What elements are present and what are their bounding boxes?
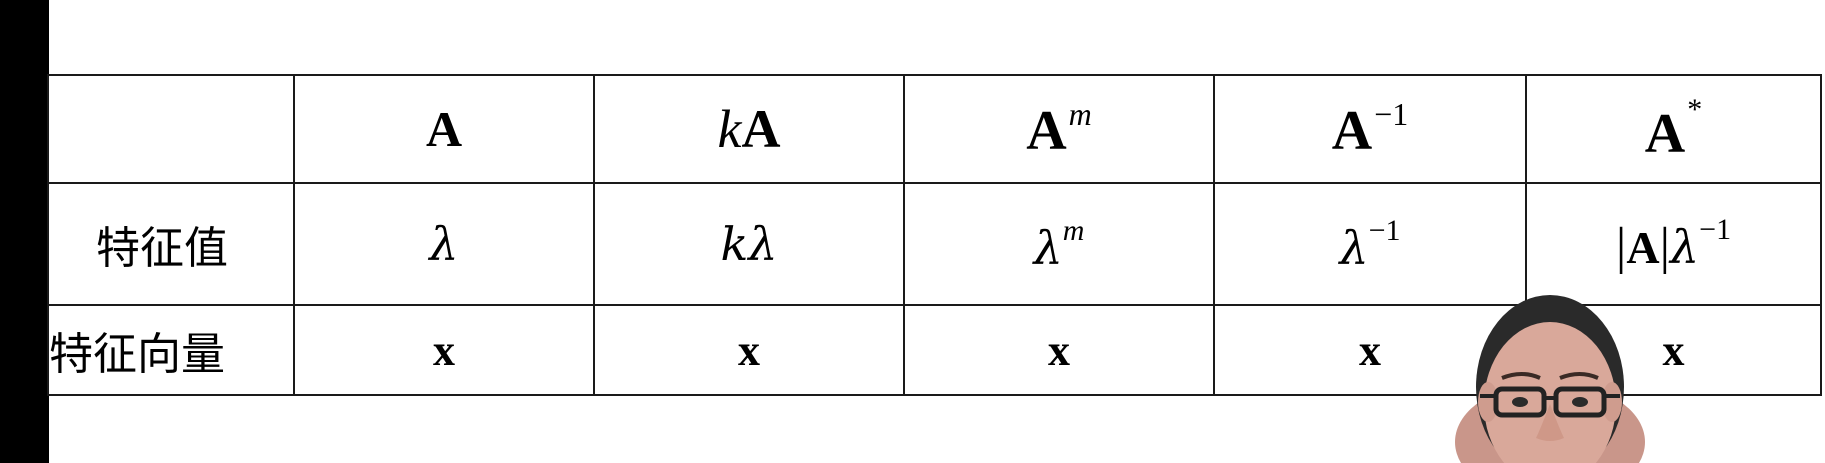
superscript-m: m — [1062, 213, 1085, 247]
header-a-adjugate: A* — [1525, 74, 1822, 184]
determinant-a: |A| — [1616, 218, 1670, 275]
eigenvector-a-inverse: x — [1213, 304, 1527, 396]
header-a-inverse: A−1 — [1213, 74, 1527, 184]
header-row: A kA Am A−1 A* — [47, 74, 1822, 184]
eigenvalue-ka: kλ — [593, 182, 905, 306]
superscript-minus-one: −1 — [1368, 213, 1401, 247]
lambda: λ — [1339, 220, 1369, 275]
eigenvalue-a: λ — [293, 182, 595, 306]
nose — [1536, 404, 1564, 441]
vector-x: x — [1359, 325, 1381, 375]
matrix-a: A — [741, 99, 781, 159]
det-bar-left: | — [1615, 217, 1627, 275]
eigenvector-a: x — [293, 304, 595, 396]
superscript-minus-one: −1 — [1699, 212, 1732, 246]
superscript-minus-one: −1 — [1374, 95, 1409, 132]
det-bar-right: | — [1659, 217, 1670, 275]
left-ear — [1478, 382, 1498, 422]
eigenvector-ka: x — [593, 304, 905, 396]
left-black-bar — [0, 0, 49, 463]
eigenvalue-label: 特征值 — [47, 182, 295, 306]
right-eye — [1572, 397, 1588, 407]
header-a-power-m: Am — [903, 74, 1215, 184]
matrix-a: A — [1026, 99, 1067, 162]
left-eye — [1512, 397, 1528, 407]
matrix-a: A — [425, 101, 463, 157]
matrix-a: A — [1331, 99, 1373, 162]
vector-x: x — [1662, 325, 1685, 375]
matrix-a: A — [1626, 221, 1660, 273]
face-skin — [1484, 322, 1616, 463]
matrix-a: A — [1644, 102, 1686, 165]
eigenvalue-a-adjugate: |A|λ−1 — [1525, 182, 1822, 306]
eigenvalue-a-power-m: λm — [903, 182, 1215, 306]
coef-k: k — [720, 217, 749, 271]
header-a: A — [293, 74, 595, 184]
superscript-star: * — [1687, 92, 1703, 126]
right-eyebrow — [1559, 372, 1599, 380]
lambda: λ — [429, 217, 459, 271]
glasses-right-lens — [1553, 386, 1607, 418]
left-eyebrow — [1501, 372, 1541, 380]
right-ear — [1602, 382, 1622, 422]
presenter-webcam-overlay — [1450, 292, 1650, 463]
lambda: λ — [1670, 219, 1700, 274]
presenter-face-icon — [1455, 295, 1645, 463]
eigenvector-a-power-m: x — [903, 304, 1215, 396]
vector-x: x — [1048, 325, 1070, 375]
eigenvalue-row: 特征值 λ kλ λm λ−1 |A|λ−1 — [47, 182, 1822, 306]
lambda: λ — [1033, 220, 1063, 275]
coef-k: k — [717, 99, 742, 159]
header-ka: kA — [593, 74, 905, 184]
vector-x: x — [433, 325, 455, 375]
vector-x: x — [738, 325, 760, 375]
corner-cell — [47, 74, 295, 184]
eigenvalue-a-inverse: λ−1 — [1213, 182, 1527, 306]
eigenvector-label: 特征向量 — [47, 304, 295, 396]
lambda: λ — [748, 217, 778, 271]
glasses-left-lens — [1493, 386, 1547, 418]
superscript-m: m — [1068, 95, 1092, 132]
